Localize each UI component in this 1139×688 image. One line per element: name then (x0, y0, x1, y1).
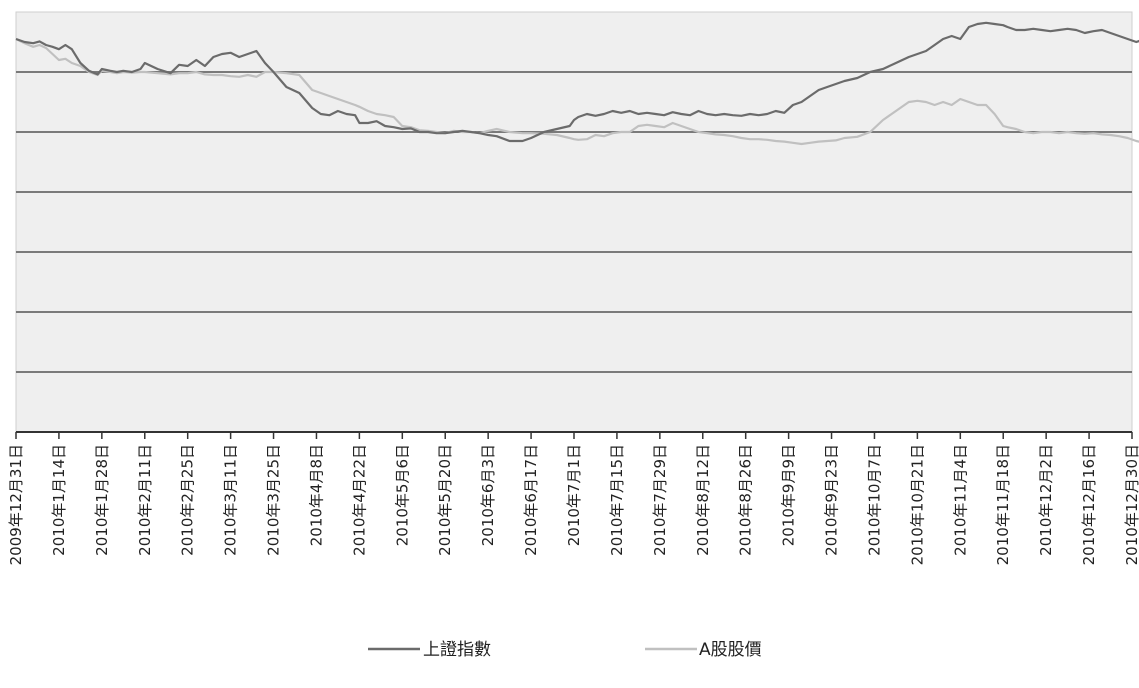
x-tick-label: 2010年5月20日 (436, 444, 454, 556)
x-tick-label: 2010年1月14日 (50, 444, 68, 556)
x-tick-label: 2010年2月11日 (136, 444, 154, 556)
x-tick-label: 2010年9月9日 (780, 444, 798, 546)
x-tick-label: 2010年3月25日 (265, 444, 283, 556)
x-tick-label: 2010年9月23日 (823, 444, 841, 556)
x-tick-label: 2010年5月6日 (393, 444, 411, 546)
x-tick-label: 2010年11月18日 (994, 444, 1012, 565)
x-tick-label: 2010年10月7日 (865, 444, 883, 556)
x-tick-label: 2010年11月4日 (951, 444, 969, 556)
plot-area (15, 11, 1133, 433)
x-tick-label: 2010年10月21日 (908, 444, 926, 565)
legend-label-shanghai-index: 上證指數 (423, 640, 491, 660)
series-lines (15, 21, 1139, 146)
gridlines (16, 71, 1132, 373)
series-line-a-share-price (15, 38, 1139, 146)
x-tick-label: 2010年12月16日 (1080, 444, 1098, 565)
x-tick-label: 2010年12月30日 (1123, 444, 1139, 565)
x-tick-label: 2010年6月3日 (479, 444, 497, 546)
x-axis: 2009年12月31日 2010年1月14日 2010年1月28日 2010年2月11… (7, 431, 1139, 565)
x-tick-label: 2010年8月12日 (694, 444, 712, 556)
x-tick-label: 2009年12月31日 (7, 444, 25, 565)
x-tick-label: 2010年4月22日 (350, 444, 368, 556)
x-tick-label: 2010年7月1日 (565, 444, 583, 546)
series-line-shanghai-index (15, 21, 1139, 143)
x-tick-label: 2010年8月26日 (737, 444, 755, 556)
x-tick-label: 2010年3月11日 (222, 444, 240, 556)
legend: 上證指數 A股股價 (368, 640, 762, 660)
x-tick-label: 2010年6月17日 (522, 444, 540, 556)
x-tick-label: 2010年7月29日 (651, 444, 669, 556)
legend-label-a-share-price: A股股價 (699, 640, 762, 660)
x-tick-label: 2010年7月15日 (608, 444, 626, 556)
x-tick-label: 2010年1月28日 (93, 444, 111, 556)
x-tick-label: 2010年2月25日 (179, 444, 197, 556)
x-tick-label: 2010年12月2日 (1037, 444, 1055, 556)
x-tick-label: 2010年4月8日 (307, 444, 325, 546)
